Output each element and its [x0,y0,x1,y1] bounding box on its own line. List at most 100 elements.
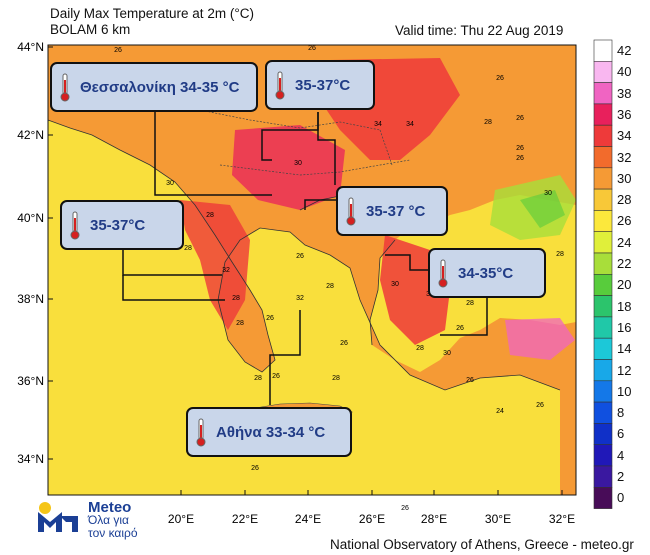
legend-value: 6 [617,426,625,442]
contour-label: 28 [332,375,340,382]
callout-northeast: 35-37 °C [336,186,448,236]
contour-label: 26 [266,315,274,322]
legend-value: 38 [617,85,632,101]
callout-north: 35-37°C [265,60,375,110]
legend-value: 34 [617,128,632,144]
contour-label: 26 [456,325,464,332]
legend-swatch [593,465,613,488]
legend-value: 10 [617,383,632,399]
legend-swatch [593,273,613,296]
legend-swatch [593,231,613,254]
contour-label: 26 [536,402,544,409]
longitude-label: 26°E [359,512,385,526]
callout-thessaloniki: Θεσσαλονίκη 34-35 °C [50,62,258,112]
longitude-label: 24°E [295,512,321,526]
legend-swatch [593,486,613,509]
temperature-legend [593,39,613,509]
legend-value: 32 [617,149,632,165]
map-frame [47,44,577,496]
thermometer-icon [275,71,285,100]
contour-label: 34 [374,121,382,128]
logo-tagline-2: τον καιρό [88,526,138,540]
contour-label: 30 [443,350,451,357]
callout-label: 35-37°C [295,76,351,94]
latitude-label: 44°N [17,40,44,54]
footer-credit: National Observatory of Athens, Greece -… [330,537,634,552]
warm-patch-east2 [520,190,565,228]
valid-time: Valid time: Thu 22 Aug 2019 [395,23,564,38]
legend-value: 4 [617,447,625,463]
contour-label: 26 [308,45,316,52]
legend-swatch [593,124,613,147]
contour-label: 26 [114,47,122,54]
callout-label: 35-37 °C [366,202,426,220]
contour-label: 26 [340,340,348,347]
callout-athens: Αθήνα 33-34 °C [186,407,352,457]
map-title: Daily Max Temperature at 2m (°C) BOLAM 6… [50,6,254,38]
contour-label: 26 [516,145,524,152]
contour-label: 28 [484,119,492,126]
legend-value: 14 [617,341,632,357]
hot-core-macedonia [232,125,345,210]
contour-label: 28 [326,283,334,290]
legend-value: 42 [617,43,632,58]
contour-label: 34 [406,121,414,128]
contour-label: 26 [296,253,304,260]
callout-east: 34-35°C [428,248,546,298]
contour-label: 30 [391,281,399,288]
legend-swatch [593,423,613,445]
meteo-logo-icon [38,502,78,532]
legend-value: 30 [617,170,632,186]
legend-swatch [593,444,613,467]
contour-label: 26 [496,75,504,82]
latitude-label: 40°N [17,211,44,225]
land-balkans [48,45,576,495]
contour-label: 32 [296,295,304,302]
legend-swatch [593,401,613,424]
legend-value: 36 [617,106,632,122]
hot-core-southeast [505,318,575,360]
legend-swatch [593,295,613,318]
logo-text: Meteo Όλα για τον καιρό [88,500,138,540]
contour-label: 28 [206,212,214,219]
callout-label: 35-37°C [90,216,146,234]
legend-value: 28 [617,192,632,208]
logo-tagline-1: Όλα για [88,513,129,527]
title-line-1: Daily Max Temperature at 2m (°C) [50,6,254,21]
latitude-label: 34°N [17,452,44,466]
contour-label: 28 [232,295,240,302]
contour-label: 26 [401,505,409,512]
legend-value: 22 [617,256,632,271]
contour-label: 30 [294,160,302,167]
thermometer-icon [346,197,356,226]
contour-label: 26 [272,373,280,380]
callout-west: 35-37°C [60,200,184,250]
thermometer-icon [70,211,80,240]
legend-swatch [593,210,613,232]
callout-label: Αθήνα 33-34 °C [216,423,326,441]
legend-value: 24 [617,234,632,250]
contour-label: 28 [184,245,192,252]
thermometer-icon [196,418,206,447]
contour-label: 28 [254,375,262,382]
latitude-label: 36°N [17,374,44,388]
callout-label: 34-35°C [458,264,514,282]
contour-label: 28 [466,300,474,307]
longitude-label: 28°E [421,512,447,526]
contour-label: 24 [496,408,504,415]
contour-label: 32 [222,267,230,274]
legend-value: 12 [617,362,632,378]
contour-label: 26 [516,155,524,162]
latitude-axis: 44°N 42°N 40°N 38°N 36°N 34°N [17,40,53,466]
contour-label: 30 [544,190,552,197]
longitude-label: 32°E [549,512,575,526]
legend-swatch [593,188,613,211]
legend-value: 8 [617,405,625,421]
coastline [47,119,561,391]
legend-swatch [593,359,613,382]
thermometer-icon [60,73,70,102]
legend-swatch [593,82,613,105]
contour-label: 26 [516,115,524,122]
hot-core-west [180,200,250,330]
